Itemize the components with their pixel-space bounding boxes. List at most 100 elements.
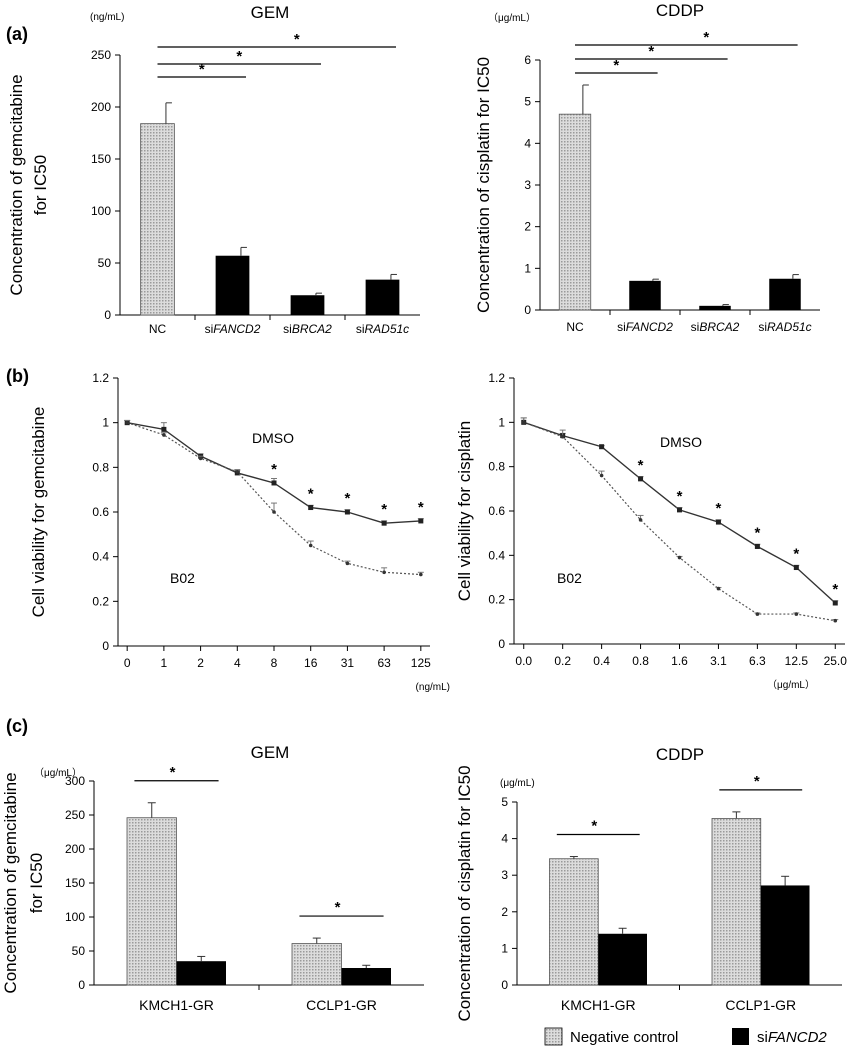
y-tick-label: 0 (498, 637, 505, 651)
y-axis-label: Concentration of cisplatin for IC50 (455, 765, 474, 1021)
y-tick-label: 1.2 (92, 371, 109, 385)
x-tick-label: 4 (234, 656, 241, 670)
x-category-label: CCLP1-GR (306, 997, 377, 1013)
y-tick-label: 50 (72, 944, 86, 958)
x-tick-label: 31 (341, 656, 355, 670)
data-point (161, 426, 167, 432)
y-tick-label: 0.4 (92, 550, 109, 564)
x-unit-label: (ng/mL) (416, 682, 450, 693)
x-tick-label: 0.8 (632, 654, 649, 668)
y-tick-label: 0 (104, 308, 111, 322)
x-tick-label: 2 (197, 656, 204, 670)
y-tick-label: 1 (524, 261, 531, 275)
significance-star: * (308, 486, 314, 503)
data-point (754, 543, 760, 549)
x-category-label: siBRCA2 (283, 322, 332, 336)
significance-star: * (335, 899, 341, 916)
x-tick-label: 12.5 (785, 654, 809, 668)
significance-star: * (271, 461, 277, 478)
y-tick-label: 1 (498, 415, 505, 429)
data-point (832, 600, 838, 606)
x-tick-label: 63 (377, 656, 391, 670)
significance-star: * (418, 499, 424, 516)
y-tick-label: 2 (524, 220, 531, 234)
x-category-label: siRAD51c (356, 322, 409, 336)
y-tick-label: 100 (91, 204, 111, 218)
y-axis-label: for IC50 (27, 853, 46, 913)
x-category-label-prefix: si (758, 320, 767, 334)
data-point (599, 473, 604, 478)
x-category-label: siFANCD2 (617, 320, 673, 334)
y-axis-label: Concentration of cisplatin for IC50 (474, 57, 493, 313)
significance-star: * (638, 457, 644, 474)
bar-sifancd2 (760, 885, 810, 985)
series-label-dmso: DMSO (660, 434, 702, 450)
chart-title: GEM (251, 3, 290, 22)
data-point (272, 510, 276, 514)
x-category-label-prefix: si (617, 320, 626, 334)
x-tick-label: 1 (161, 656, 168, 670)
data-point (638, 476, 644, 482)
data-point (344, 509, 350, 515)
significance-star: * (613, 57, 619, 74)
chart-c-cisplatin-ic50: CDDP (μg/mL) Concentration of cisplatin fo… (455, 745, 842, 1022)
legend-label-negative-control: Negative control (570, 1029, 678, 1046)
y-tick-label: 4 (501, 832, 508, 846)
significance-star: * (703, 29, 709, 46)
significance-star: * (648, 43, 654, 60)
chart-a-cisplatin-ic50: CDDP （μg/mL） Concentration of cisplatin fo… (474, 1, 820, 334)
panel-label-c: (c) (6, 716, 28, 736)
y-tick-label: 300 (65, 774, 85, 788)
x-tick-label: 3.1 (710, 654, 727, 668)
y-tick-label: 50 (98, 256, 112, 270)
y-tick-label: 0 (501, 978, 508, 992)
x-category-label-gene: BRCA2 (699, 320, 739, 334)
significance-star: * (381, 501, 387, 518)
data-point (833, 618, 838, 623)
bar (558, 113, 592, 311)
data-point (677, 507, 682, 513)
x-category-label: siRAD51c (758, 320, 811, 334)
bar (365, 279, 400, 315)
x-tick-label: 125 (411, 656, 431, 670)
bar-negative-control (711, 818, 762, 986)
y-tick-label: 1 (501, 941, 508, 955)
bar-sifancd2 (598, 933, 647, 985)
x-category-label-gene: FANCD2 (213, 322, 260, 336)
y-tick-label: 150 (91, 152, 111, 166)
y-tick-label: 0 (102, 639, 109, 653)
data-point (419, 572, 423, 577)
legend-swatch-negative-control (544, 1027, 563, 1046)
bar (699, 305, 731, 310)
y-unit-label: (ng/mL) (90, 12, 124, 23)
data-point (381, 520, 387, 526)
x-category-label: KMCH1-GR (561, 997, 636, 1013)
x-category-label-text: NC (566, 320, 584, 334)
data-point (560, 434, 565, 439)
legend-label-sifancd2-gene: FANCD2 (768, 1029, 828, 1046)
x-category-label-prefix: si (283, 322, 292, 336)
series-label-b02: B02 (557, 570, 582, 586)
x-tick-label: 16 (304, 656, 318, 670)
significance-star: * (591, 818, 597, 835)
y-axis-label: Cell viability for gemcitabine (29, 407, 48, 618)
data-point (794, 612, 799, 616)
y-tick-label: 6 (524, 53, 531, 67)
data-point (599, 444, 605, 450)
y-tick-label: 5 (524, 95, 531, 109)
significance-star: * (344, 490, 350, 507)
data-point (715, 519, 721, 525)
data-point (716, 586, 721, 591)
bar (215, 255, 250, 315)
x-category-label: siFANCD2 (205, 322, 261, 336)
y-axis-label: Cell viability for cisplatin (455, 421, 474, 601)
data-point (308, 505, 314, 511)
data-point (382, 570, 386, 575)
x-category-label-prefix: si (205, 322, 214, 336)
series-line-b02 (523, 421, 836, 622)
y-unit-label: (μg/mL) (500, 778, 535, 789)
chart-title: GEM (251, 743, 290, 762)
significance-star: * (793, 546, 799, 563)
data-point (521, 420, 526, 425)
